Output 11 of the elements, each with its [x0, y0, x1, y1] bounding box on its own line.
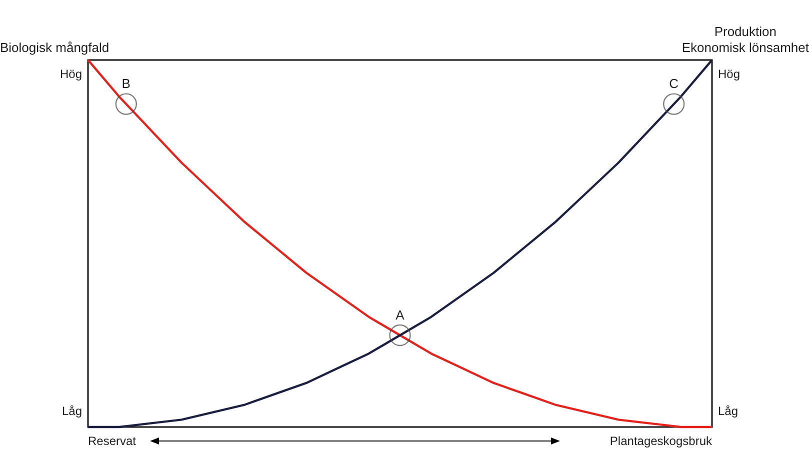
annotation: B [122, 76, 130, 92]
text: Låg [62, 404, 82, 418]
y-axis-title: Biologisk mångfald [0, 40, 110, 56]
text: Hög [60, 67, 82, 81]
text: Plantageskogsbruk [610, 434, 712, 448]
text: Hög [718, 67, 740, 81]
y2-axis-title: Produktion Ekonomisk lönsamhet [682, 24, 809, 56]
text: Låg [718, 404, 738, 418]
annotation: A [396, 307, 405, 322]
annotation: C [669, 76, 679, 92]
text: Reservat [88, 434, 136, 448]
